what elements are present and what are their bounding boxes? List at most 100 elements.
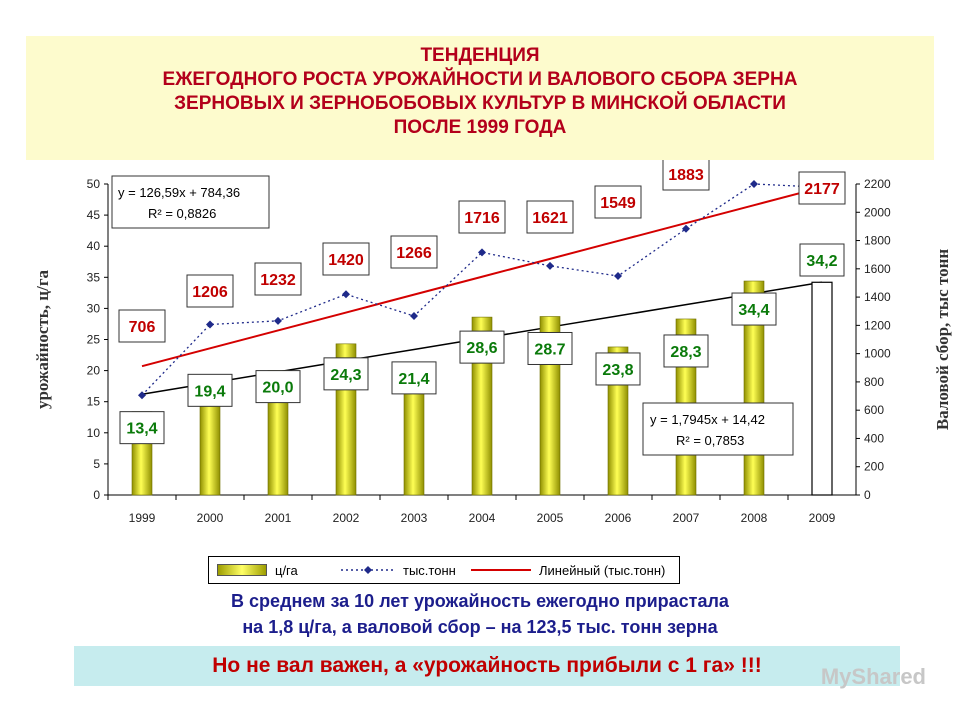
yield-value-label-box (255, 370, 301, 404)
right-tick-label: 1000 (864, 347, 891, 361)
title-line-1: ТЕНДЕНЦИЯ (420, 45, 540, 66)
x-tick-label: 2002 (333, 511, 360, 525)
watermark-logo: MyShared (820, 664, 926, 689)
legend-item-bars: ц/га (217, 557, 298, 583)
yield-value-label-box (391, 361, 437, 395)
yield-value-label: 28,6 (466, 340, 497, 357)
gross-harvest-point (682, 224, 690, 233)
gross-harvest-point (410, 312, 418, 321)
yield-value-label-box (595, 352, 641, 386)
gross-value-label: 1266 (396, 245, 432, 262)
y-left-axis-title: урожайность, ц/га (33, 269, 52, 409)
gross-harvest-point (138, 391, 146, 400)
right-tick-label: 2200 (864, 177, 891, 191)
x-tick-label: 2003 (401, 511, 428, 525)
yield-value-label: 34,4 (738, 302, 769, 319)
left-tick-label: 20 (87, 364, 101, 378)
equation-box-yield (642, 402, 794, 456)
gross-value-label-box (798, 171, 846, 205)
gross-value-label: 1549 (600, 195, 636, 212)
gross-value-label: 1206 (192, 284, 228, 301)
yield-value-label-box (323, 357, 369, 391)
legend-bar-swatch (217, 564, 267, 576)
combo-chart: 0 5 10 15 20 25 30 35 40 45 50 0 200 400 600 800 1000 120… (33, 160, 952, 525)
gross-harvest-point (342, 290, 350, 299)
gross-harvest-line (141, 183, 823, 396)
left-tick-label: 35 (87, 270, 101, 284)
x-tick-label: 2008 (741, 511, 768, 525)
gross-value-label: 706 (129, 319, 156, 336)
left-tick-label: 5 (93, 457, 100, 471)
gross-value-label: 1420 (328, 252, 364, 269)
right-tick-label: 2000 (864, 205, 891, 219)
legend-item-line: тыс.тонн (339, 557, 456, 583)
right-tick-label: 400 (864, 431, 884, 445)
right-tick-label: 1200 (864, 318, 891, 332)
right-tick-label: 1600 (864, 262, 891, 276)
gross-harvest-point (478, 248, 486, 257)
conclusion-text: Но не вал важен, а «урожайность прибыли … (212, 654, 762, 677)
equation-yield: y = 1,7945x + 14,42 (650, 412, 765, 427)
legend-item-trend: Линейный (тыс.тонн) (471, 557, 665, 583)
gross-harvest-point (274, 316, 282, 325)
yield-value-label-box (527, 331, 573, 365)
x-tick-label: 2009 (809, 511, 836, 525)
title-line-2: ЕЖЕГОДНОГО РОСТА УРОЖАЙНОСТИ И ВАЛОВОГО … (162, 69, 798, 90)
yield-value-label: 24,3 (330, 367, 361, 384)
x-tick-label: 1999 (129, 511, 156, 525)
yield-value-label-box (187, 373, 233, 407)
r-squared-gross: R² = 0,8826 (148, 206, 216, 221)
summary-line-2: на 1,8 ц/га, а валовой сбор – на 123,5 т… (242, 617, 718, 637)
yield-value-label: 34,2 (806, 253, 837, 270)
legend-label: тыс.тонн (403, 562, 456, 578)
right-tick-label: 1400 (864, 290, 891, 304)
right-tick-label: 200 (864, 460, 884, 474)
x-tick-label: 2006 (605, 511, 632, 525)
title-line-4: ПОСЛЕ 1999 ГОДА (393, 117, 567, 138)
yield-value-label: 28,3 (670, 344, 701, 361)
yield-value-label-box (119, 411, 165, 445)
chart-legend: ц/га тыс.тонн Линейный (тыс.тонн) (208, 556, 680, 584)
yield-value-label: 21,4 (398, 371, 429, 388)
yield-value-label-box (799, 243, 845, 277)
left-tick-label: 0 (93, 488, 100, 502)
x-tick-label: 2001 (265, 511, 292, 525)
gross-harvest-point (750, 180, 758, 188)
yield-value-label: 28.7 (534, 341, 565, 358)
yield-value-label: 13,4 (126, 421, 157, 438)
left-tick-label: 10 (87, 426, 101, 440)
gross-value-label: 1232 (260, 272, 296, 289)
gross-value-label-box (458, 200, 506, 234)
x-tick-label: 2004 (469, 511, 496, 525)
gross-value-label-box (254, 262, 302, 296)
legend-label: Линейный (тыс.тонн) (539, 562, 666, 578)
summary-line-1: В среднем за 10 лет урожайность ежегодно… (231, 591, 729, 611)
gross-value-label: 1883 (668, 167, 704, 184)
x-tick-label: 2005 (537, 511, 564, 525)
legend-line-swatch (341, 566, 395, 574)
legend-trend-swatch (471, 569, 531, 571)
title-line-3: ЗЕРНОВЫХ И ЗЕРНОБОБОВЫХ КУЛЬТУР В МИНСКО… (174, 93, 786, 114)
yield-value-label: 19,4 (194, 383, 225, 400)
conclusion-bar: Но не вал важен, а «урожайность прибыли … (74, 646, 900, 686)
legend-label: ц/га (275, 562, 298, 578)
gross-value-label-box (594, 185, 642, 219)
gross-harvest-point (206, 320, 214, 329)
right-tick-label: 600 (864, 403, 884, 417)
left-tick-label: 30 (87, 301, 101, 315)
yield-value-label: 23,8 (602, 362, 633, 379)
gross-value-label-box (186, 274, 234, 308)
r-squared-yield: R² = 0,7853 (676, 433, 744, 448)
gross-value-label: 1716 (464, 210, 500, 227)
title-box: ТЕНДЕНЦИЯ ЕЖЕГОДНОГО РОСТА УРОЖАЙНОСТИ И… (26, 36, 934, 160)
yield-value-label-box (459, 330, 505, 364)
x-tick-label: 2000 (197, 511, 224, 525)
yield-value-label-box (663, 334, 709, 368)
yield-bar (811, 281, 833, 496)
equation-box-gross (111, 175, 270, 229)
gross-value-label-box (526, 200, 574, 234)
gross-harvest-point (546, 261, 554, 270)
right-tick-label: 1800 (864, 234, 891, 248)
right-tick-label: 0 (864, 488, 871, 502)
equation-gross: y = 126,59x + 784,36 (118, 185, 240, 200)
